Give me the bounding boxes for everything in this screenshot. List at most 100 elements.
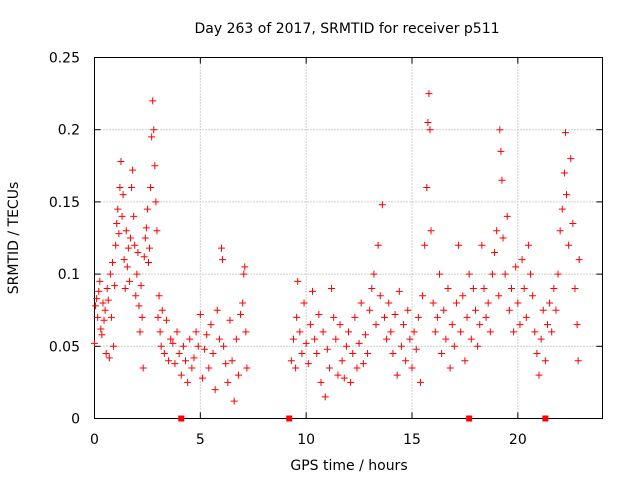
data-point <box>368 285 376 293</box>
data-point <box>302 339 310 347</box>
data-point <box>93 295 101 303</box>
data-point <box>157 342 165 350</box>
axis-ticks <box>94 57 603 419</box>
data-point <box>467 335 475 343</box>
data-point <box>499 234 507 242</box>
data-point <box>452 299 460 307</box>
data-point <box>444 285 452 293</box>
data-point <box>380 313 388 321</box>
data-point <box>529 292 537 300</box>
data-point <box>128 183 136 191</box>
data-point <box>135 302 143 310</box>
data-point <box>338 357 346 365</box>
data-point <box>455 241 463 249</box>
y-tick-label: 0.05 <box>49 339 80 355</box>
data-point <box>116 183 124 191</box>
data-point <box>448 321 456 329</box>
data-point <box>118 212 126 220</box>
data-point <box>169 339 177 347</box>
data-point <box>111 282 119 290</box>
data-point <box>240 270 248 278</box>
data-point <box>173 328 181 336</box>
data-point <box>289 335 297 343</box>
data-point <box>476 321 484 329</box>
data-point <box>416 378 424 386</box>
data-point <box>108 259 116 267</box>
data-point <box>143 205 151 213</box>
data-point <box>104 296 112 304</box>
data-point <box>232 335 240 343</box>
data-point <box>351 313 359 321</box>
data-point <box>503 212 511 220</box>
data-point <box>465 270 473 278</box>
data-point <box>408 364 416 372</box>
data-point <box>558 205 566 213</box>
data-point <box>498 176 506 184</box>
data-point <box>395 287 403 295</box>
data-point <box>332 335 340 343</box>
data-point <box>317 378 325 386</box>
data-point <box>196 311 204 319</box>
data-point <box>113 220 121 228</box>
data-point <box>154 313 162 321</box>
data-point <box>533 350 541 358</box>
data-point <box>130 212 138 220</box>
data-point <box>423 183 431 191</box>
data-point <box>304 360 312 368</box>
data-point <box>234 371 242 379</box>
data-point <box>141 234 149 242</box>
data-point <box>548 328 556 336</box>
gap-marker <box>466 415 473 422</box>
data-point <box>220 342 228 350</box>
data-point <box>192 328 200 336</box>
data-point <box>472 306 479 314</box>
data-point <box>315 311 323 319</box>
data-point <box>213 306 221 314</box>
y-tick-labels: 0 0.05 0.1 0.15 0.2 0.25 <box>49 51 80 428</box>
data-point <box>512 263 520 271</box>
data-point <box>463 313 471 321</box>
data-point <box>461 357 469 365</box>
data-point <box>488 270 496 278</box>
x-tick-label: 5 <box>196 432 205 448</box>
data-point <box>205 364 213 372</box>
data-point <box>120 256 128 264</box>
data-point <box>293 313 301 321</box>
data-point <box>397 342 405 350</box>
x-tick-label: 15 <box>403 432 421 448</box>
data-point <box>237 311 245 319</box>
data-point <box>201 345 209 353</box>
data-point <box>410 328 418 336</box>
data-point <box>222 360 230 368</box>
data-point <box>92 302 100 310</box>
data-point <box>387 328 395 336</box>
data-point <box>569 220 577 228</box>
data-point <box>152 198 160 206</box>
data-point <box>105 354 113 362</box>
data-point <box>484 299 492 307</box>
data-point <box>469 285 477 293</box>
data-point <box>239 299 247 307</box>
gap-marker <box>178 415 185 422</box>
data-point <box>150 126 158 134</box>
data-point <box>328 285 336 293</box>
data-point <box>114 205 122 213</box>
data-point <box>148 133 156 141</box>
data-point <box>296 328 304 336</box>
data-point <box>218 244 225 252</box>
data-point <box>101 306 109 314</box>
data-point <box>99 299 107 307</box>
data-point <box>186 335 194 343</box>
data-point <box>134 248 142 256</box>
data-point <box>541 357 549 365</box>
data-point <box>482 313 490 321</box>
data-point <box>292 364 300 372</box>
data-point <box>347 378 355 386</box>
data-point <box>211 386 219 394</box>
data-point <box>300 299 308 307</box>
data-point <box>359 360 367 368</box>
data-point <box>194 342 202 350</box>
data-point <box>355 339 363 347</box>
data-point <box>243 364 251 372</box>
data-point <box>372 321 380 329</box>
